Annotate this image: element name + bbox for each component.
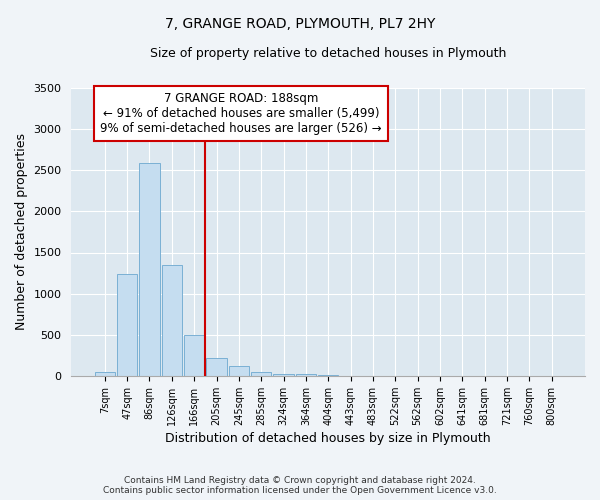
Bar <box>274 374 293 376</box>
Bar <box>139 163 160 376</box>
Bar <box>117 274 137 376</box>
Bar <box>296 374 316 376</box>
Bar <box>229 366 249 376</box>
Bar <box>184 334 204 376</box>
Title: Size of property relative to detached houses in Plymouth: Size of property relative to detached ho… <box>150 48 506 60</box>
X-axis label: Distribution of detached houses by size in Plymouth: Distribution of detached houses by size … <box>166 432 491 445</box>
Y-axis label: Number of detached properties: Number of detached properties <box>15 134 28 330</box>
Text: 7, GRANGE ROAD, PLYMOUTH, PL7 2HY: 7, GRANGE ROAD, PLYMOUTH, PL7 2HY <box>165 18 435 32</box>
Bar <box>206 358 227 376</box>
Text: Contains HM Land Registry data © Crown copyright and database right 2024.
Contai: Contains HM Land Registry data © Crown c… <box>103 476 497 495</box>
Text: 7 GRANGE ROAD: 188sqm
← 91% of detached houses are smaller (5,499)
9% of semi-de: 7 GRANGE ROAD: 188sqm ← 91% of detached … <box>100 92 382 136</box>
Bar <box>251 372 271 376</box>
Bar <box>95 372 115 376</box>
Bar <box>162 265 182 376</box>
